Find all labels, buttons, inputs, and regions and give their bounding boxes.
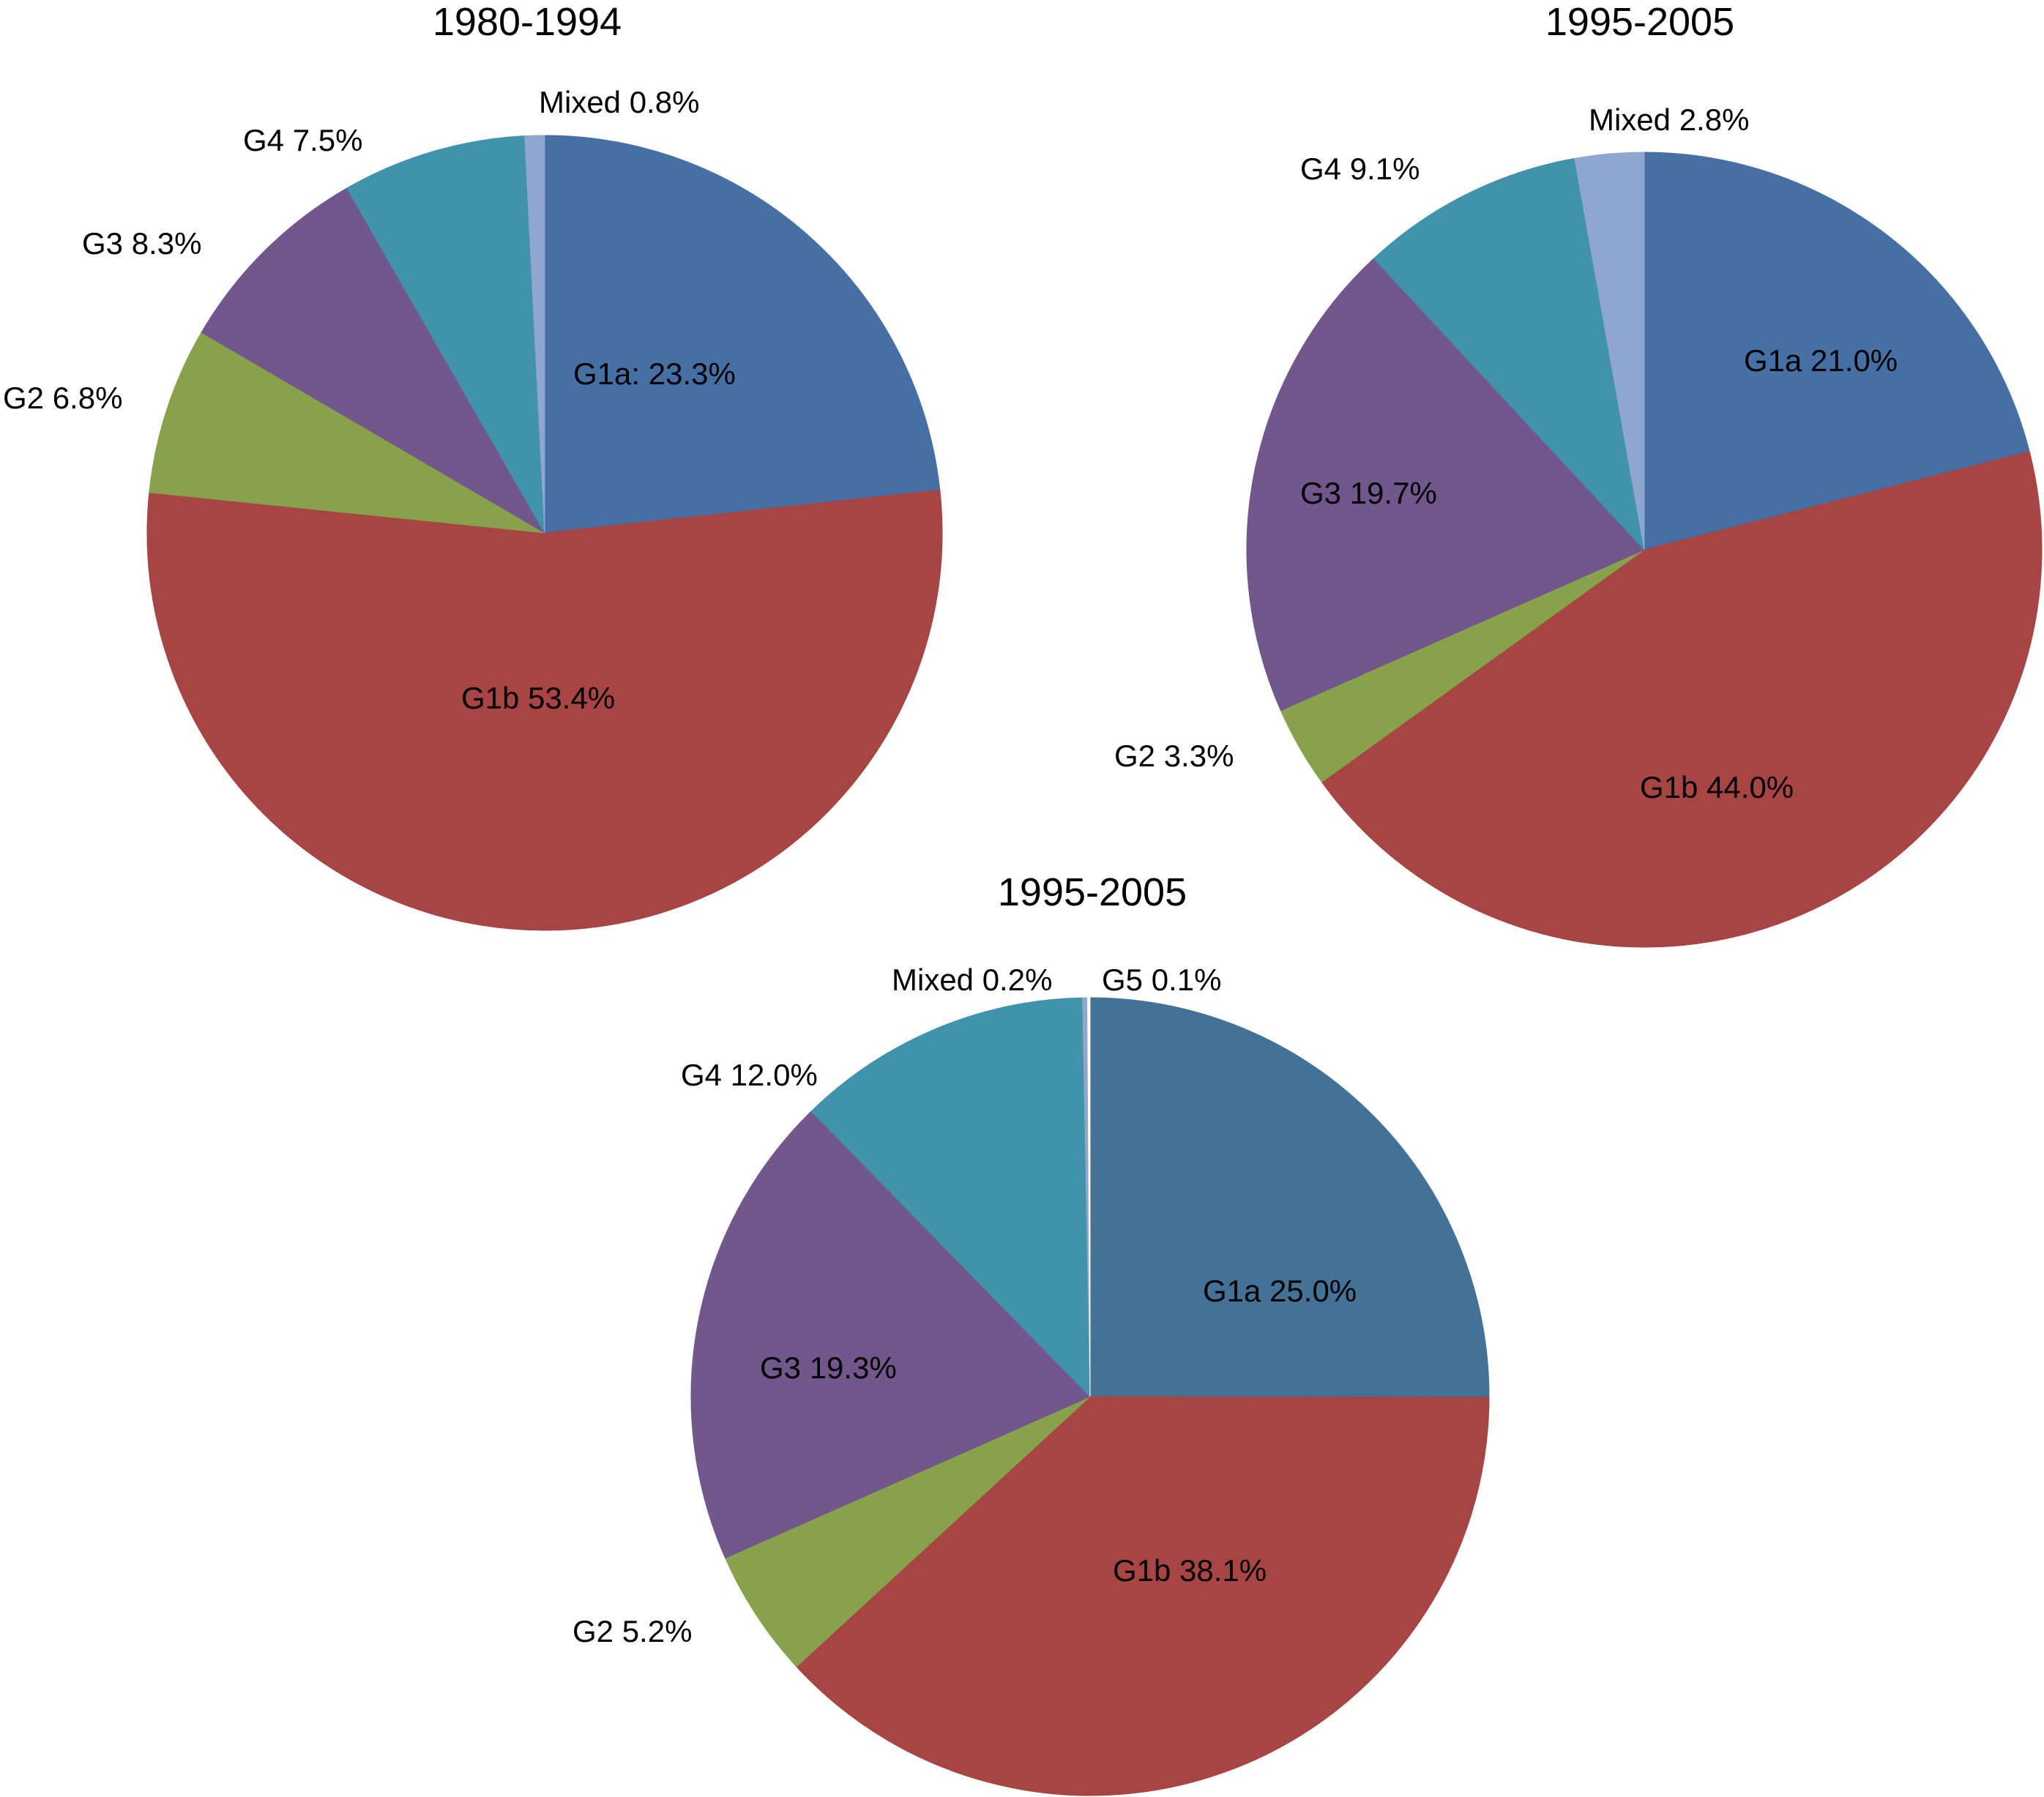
- chart-1-slice-g2: [149, 332, 545, 534]
- chart-2-slice-g1a: [1644, 152, 2030, 550]
- chart-2-label-g1b: G1b 44.0%: [1640, 770, 1794, 804]
- chart-3-label-g5: G5 0.1%: [1102, 963, 1221, 997]
- chart-3-slice-g5: [1087, 997, 1091, 1397]
- chart-2-label-g4: G4 9.1%: [1300, 152, 1420, 186]
- chart-2-slice-g1b: [1321, 451, 2043, 948]
- chart-2-title: 1995-2005: [1545, 0, 1734, 44]
- chart-1-label-g2: G2 6.8%: [3, 381, 122, 415]
- chart-2-label-g2: G2 3.3%: [1114, 739, 1234, 773]
- chart-1-label-g4: G4 7.5%: [243, 123, 362, 157]
- chart-3-slice-g1a: [1089, 997, 1490, 1398]
- chart-1-label-g1a: G1a: 23.3%: [573, 356, 736, 391]
- chart-1-slice-g1a: [544, 135, 941, 534]
- chart-3-label-mixed: Mixed 0.2%: [892, 963, 1052, 997]
- chart-3-slice-g3: [690, 1110, 1091, 1559]
- chart-3-slice-g4: [810, 997, 1091, 1398]
- chart-2-label-g3: G3 19.7%: [1300, 476, 1437, 510]
- chart-3-label-g2: G2 5.2%: [572, 1614, 692, 1648]
- chart-3-slice-g2: [724, 1396, 1091, 1667]
- chart-3-label-g4: G4 12.0%: [681, 1058, 818, 1092]
- chart-1-label-g1b: G1b 53.4%: [461, 681, 615, 715]
- chart-2-slice-mixed: [1574, 152, 1645, 550]
- chart-2-slice-g3: [1246, 258, 1645, 711]
- chart-1-slice-g4: [346, 135, 545, 534]
- chart-3-label-g1b: G1b 38.1%: [1113, 1553, 1267, 1588]
- chart-2-slice-g4: [1373, 157, 1645, 551]
- chart-1-label-mixed: Mixed 0.8%: [539, 85, 699, 119]
- slice-labels-layer: G1a: 23.3% G1b 53.4% G2 6.8% G3 8.3% G4 7.5%…: [3, 85, 1898, 1648]
- chart-1-title: 1980-1994: [433, 0, 622, 44]
- chart-1-slice-g3: [201, 187, 546, 534]
- chart-3-label-g1a: G1a 25.0%: [1203, 1274, 1357, 1308]
- pie-slices-layer: [146, 135, 2043, 1796]
- chart-3-label-g3: G3 19.3%: [760, 1350, 897, 1385]
- chart-1-slice-g1b: [146, 489, 943, 931]
- chart-3-slice-g1b: [796, 1396, 1490, 1796]
- chart-3-title: 1995-2005: [998, 870, 1187, 914]
- chart-1-label-g3: G3 8.3%: [82, 226, 201, 261]
- chart-2-label-g1a: G1a 21.0%: [1744, 343, 1898, 378]
- chart-2-label-mixed: Mixed 2.8%: [1589, 102, 1749, 137]
- chart-1-slice-mixed: [524, 135, 545, 534]
